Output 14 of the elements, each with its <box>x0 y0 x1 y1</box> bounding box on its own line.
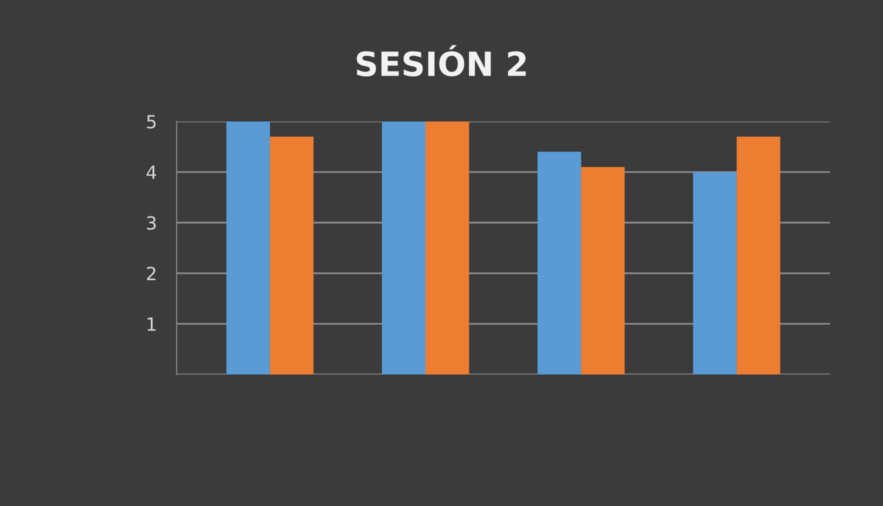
bar <box>226 121 270 374</box>
bar <box>693 172 737 374</box>
bar <box>538 152 582 374</box>
bar <box>581 166 625 374</box>
bar <box>382 121 426 374</box>
bar <box>736 136 780 374</box>
y-tick-label: 5 <box>147 115 156 129</box>
bar <box>426 121 470 374</box>
y-tick-label: 1 <box>148 318 156 331</box>
y-tick-label: 2 <box>146 266 156 280</box>
y-tick-label: 4 <box>146 166 156 179</box>
y-tick-label: 3 <box>147 216 156 230</box>
chart-title: SESIÓN 2 <box>356 45 526 76</box>
bar <box>270 136 314 374</box>
